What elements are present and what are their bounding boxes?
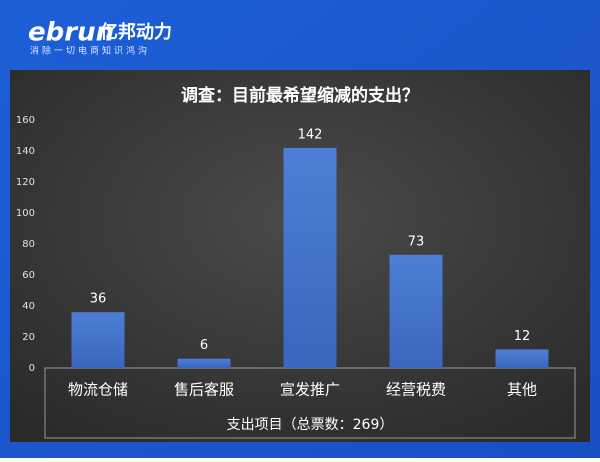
x-tick-label: 其他 xyxy=(507,381,537,399)
value-label: 6 xyxy=(200,338,208,353)
y-tick-label: 140 xyxy=(16,146,35,157)
y-tick-label: 80 xyxy=(22,239,35,250)
value-label: 142 xyxy=(298,127,323,142)
tagline: 消除一切电商知识鸿沟 xyxy=(30,45,150,57)
y-tick-label: 100 xyxy=(16,208,35,219)
value-label: 73 xyxy=(408,234,425,249)
y-tick-label: 60 xyxy=(22,270,35,281)
logo: ebrun xyxy=(28,18,114,48)
bar xyxy=(177,358,231,368)
value-label: 12 xyxy=(514,329,531,344)
x-tick-label: 物流仓储 xyxy=(68,381,128,399)
bar xyxy=(283,147,337,368)
y-tick-label: 20 xyxy=(22,332,35,343)
chart-title: 调查：目前最希望缩减的支出？ xyxy=(181,85,419,106)
x-tick-label: 宣发推广 xyxy=(280,381,340,399)
bar xyxy=(389,254,443,368)
value-label: 36 xyxy=(90,292,107,307)
bar xyxy=(495,349,549,368)
y-tick-label: 40 xyxy=(22,301,35,312)
x-tick-label: 售后客服 xyxy=(174,381,234,399)
y-tick-label: 0 xyxy=(29,363,35,374)
y-tick-label: 160 xyxy=(16,115,35,126)
x-tick-label: 经营税费 xyxy=(386,381,446,399)
x-axis-label: 支出项目（总票数：269） xyxy=(227,417,394,433)
bar xyxy=(71,312,125,368)
y-tick-label: 120 xyxy=(16,177,35,188)
brand: 亿邦动力 xyxy=(100,21,172,43)
